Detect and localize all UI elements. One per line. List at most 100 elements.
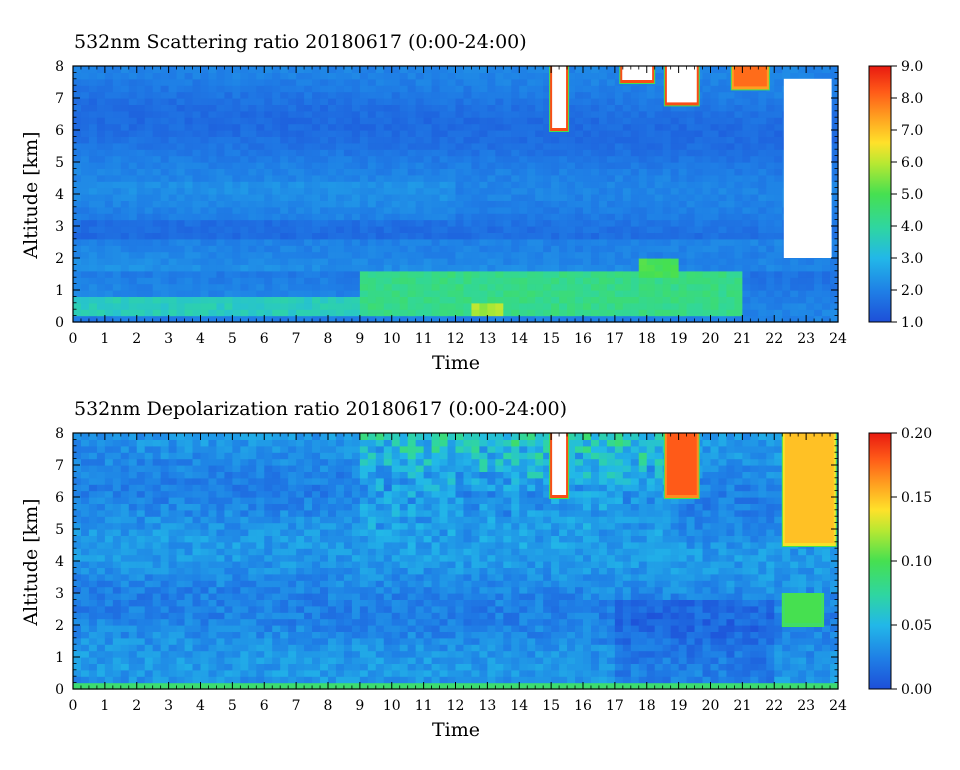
- x-tick-label: 10: [383, 698, 401, 714]
- cloud-core-0: [552, 66, 567, 128]
- x-tick-label: 6: [260, 698, 269, 714]
- colorbar-tick-label: 0.20: [901, 426, 932, 442]
- y-tick-label: 0: [55, 682, 64, 698]
- x-tick-label: 2: [132, 331, 141, 347]
- y-tick-label: 2: [55, 251, 64, 267]
- colorbar-tick-label: 0.15: [901, 490, 932, 506]
- x-tick-label: 0: [69, 698, 78, 714]
- scattering-ratio-title: 532nm Scattering ratio 20180617 (0:00-24…: [74, 31, 527, 53]
- depolarization-ratio-colorbar: 0.00 0.05 0.10 0.15 0.20: [868, 426, 932, 698]
- colorbar-tick-label: 0.05: [901, 618, 932, 634]
- x-tick-label: 14: [510, 698, 528, 714]
- y-tick-label: 8: [55, 426, 64, 442]
- y-tick-label: 2: [55, 618, 64, 634]
- y-tick-label: 7: [55, 458, 64, 474]
- colorbar-tick-label: 0.00: [901, 682, 932, 698]
- scattering-ratio-axes: 0 1 2 3 4 5 6 7 8 9 10 11 12 13 14 15 16 17 18 19 20 21 22 23 24…: [55, 59, 847, 347]
- x-tick-label: 24: [829, 331, 847, 347]
- depolarization-ratio-panel: 532nm Depolarization ratio 20180617 (0:0…: [20, 398, 932, 741]
- cloud-core-2: [666, 66, 697, 103]
- no-data-region-0: [783, 78, 832, 258]
- colorbar-tick-label: 4.0: [901, 219, 923, 235]
- x-tick-label: 3: [164, 698, 173, 714]
- y-tick-label: 1: [55, 283, 64, 299]
- cloud-core-1: [622, 66, 653, 80]
- y-tick-label: 5: [55, 522, 64, 538]
- colorbar-tick-label: 3.0: [901, 251, 923, 267]
- x-tick-label: 13: [478, 331, 496, 347]
- y-tick-label: 6: [55, 490, 64, 506]
- x-tick-label: 19: [670, 331, 688, 347]
- colorbar-tick-label: 2.0: [901, 283, 923, 299]
- depolarization-ratio-title: 532nm Depolarization ratio 20180617 (0:0…: [74, 398, 567, 420]
- x-tick-label: 24: [829, 698, 847, 714]
- x-tick-label: 22: [765, 698, 783, 714]
- x-tick-label: 11: [415, 331, 433, 347]
- colorbar-tick-label: 8.0: [901, 91, 923, 107]
- cloud-core-1: [666, 433, 697, 495]
- y-tick-label: 8: [55, 59, 64, 75]
- x-tick-label: 5: [228, 331, 237, 347]
- depolarization-ratio-y-axis-label: Altitude [km]: [20, 498, 42, 626]
- y-tick-label: 3: [55, 219, 64, 235]
- x-tick-label: 18: [638, 698, 656, 714]
- colorbar-tick-label: 6.0: [901, 155, 923, 171]
- y-tick-label: 7: [55, 91, 64, 107]
- x-tick-label: 17: [606, 331, 624, 347]
- x-tick-label: 14: [510, 331, 528, 347]
- colorbar-gradient: [869, 433, 891, 689]
- x-tick-label: 19: [670, 698, 688, 714]
- y-tick-label: 1: [55, 650, 64, 666]
- x-tick-label: 21: [733, 331, 751, 347]
- x-tick-label: 16: [574, 698, 592, 714]
- x-tick-label: 20: [702, 698, 720, 714]
- x-tick-label: 8: [324, 698, 333, 714]
- x-tick-label: 0: [69, 331, 78, 347]
- y-tick-label: 0: [55, 315, 64, 331]
- scattering-ratio-y-axis-label: Altitude [km]: [20, 131, 42, 259]
- x-tick-label: 16: [574, 331, 592, 347]
- x-tick-label: 4: [196, 698, 205, 714]
- x-tick-label: 8: [324, 331, 333, 347]
- x-tick-label: 5: [228, 698, 237, 714]
- x-tick-label: 18: [638, 331, 656, 347]
- colorbar-tick-label: 7.0: [901, 123, 923, 139]
- scattering-ratio-plot-area: [72, 65, 839, 323]
- x-tick-label: 7: [292, 331, 301, 347]
- depolarization-ratio-plot-area: [72, 432, 839, 690]
- colorbar-tick-label: 1.0: [901, 315, 923, 331]
- y-tick-label: 3: [55, 586, 64, 602]
- x-tick-label: 15: [542, 698, 560, 714]
- x-tick-label: 10: [383, 331, 401, 347]
- x-tick-label: 20: [702, 331, 720, 347]
- x-tick-label: 23: [797, 698, 815, 714]
- cloud-core-0: [552, 433, 567, 495]
- depolarization-ratio-axes: 0 1 2 3 4 5 6 7 8 9 10 11 12 13 14 15 16 17 18 19 20 21 22 23 24…: [55, 426, 847, 714]
- scattering-ratio-panel: 532nm Scattering ratio 20180617 (0:00-24…: [20, 31, 923, 374]
- colorbar-tick-label: 5.0: [901, 187, 923, 203]
- x-tick-label: 1: [100, 331, 109, 347]
- colorbar-tick-label: 0.10: [901, 554, 932, 570]
- x-tick-label: 23: [797, 331, 815, 347]
- scattering-ratio-colorbar: 1.0 2.0 3.0 4.0 5.0 6.0 7.0 8.0 9.0: [868, 59, 923, 331]
- x-tick-label: 6: [260, 331, 269, 347]
- y-tick-label: 4: [55, 554, 64, 570]
- x-tick-label: 3: [164, 331, 173, 347]
- x-tick-label: 9: [355, 331, 364, 347]
- x-tick-label: 9: [355, 698, 364, 714]
- y-tick-label: 6: [55, 123, 64, 139]
- x-tick-label: 17: [606, 698, 624, 714]
- cloud-core-2: [784, 433, 834, 543]
- x-tick-label: 12: [447, 698, 465, 714]
- x-tick-label: 22: [765, 331, 783, 347]
- colorbar-tick-label: 9.0: [901, 59, 923, 75]
- x-tick-label: 4: [196, 331, 205, 347]
- scattering-ratio-x-axis-label: Time: [432, 352, 480, 374]
- x-tick-label: 7: [292, 698, 301, 714]
- x-tick-label: 13: [478, 698, 496, 714]
- cloud-core-3: [784, 593, 822, 623]
- colorbar-gradient: [869, 66, 891, 322]
- x-tick-label: 2: [132, 698, 141, 714]
- x-tick-label: 15: [542, 331, 560, 347]
